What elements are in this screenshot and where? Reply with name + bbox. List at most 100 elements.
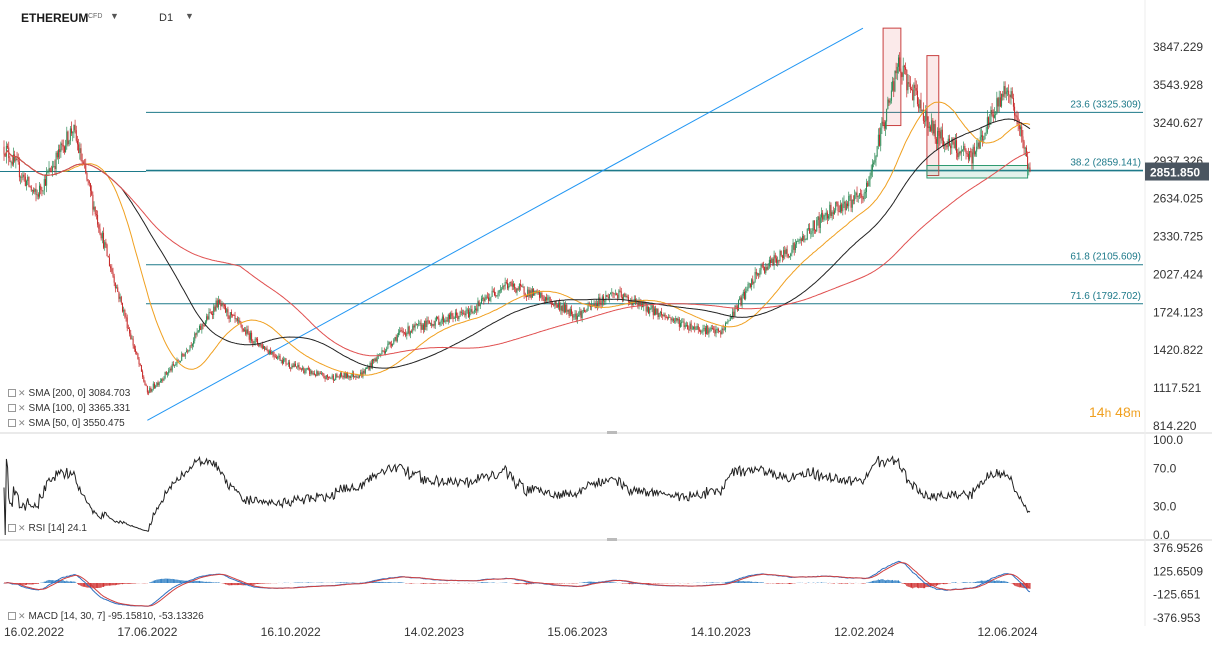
candle-body — [121, 297, 122, 303]
macd-histogram-bar — [422, 583, 423, 584]
macd-histogram-bar — [203, 582, 204, 583]
macd-histogram-bar — [625, 583, 626, 584]
candle-body — [473, 312, 474, 313]
candle-body — [931, 120, 932, 131]
date-tick-label: 17.06.2022 — [117, 625, 177, 639]
candle-body — [827, 213, 828, 219]
legend-sma50[interactable]: ✕SMA [50, 0] 3550.475 — [8, 418, 125, 429]
settings-icon[interactable] — [8, 389, 16, 397]
candle-body — [235, 315, 236, 319]
timer-minutes-unit: m — [1131, 406, 1141, 420]
candle-body — [579, 311, 580, 315]
legend-sma50-text: SMA [50, 0] 3550.475 — [29, 418, 125, 429]
price-tick-label: 814.220 — [1153, 419, 1197, 433]
macd-histogram-bar — [935, 583, 936, 586]
macd-histogram-bar — [514, 583, 515, 584]
legend-rsi[interactable]: ✕RSI [14] 24.1 — [8, 523, 87, 534]
timeframe-chevron-down-icon[interactable]: ▼ — [185, 11, 194, 21]
candle-body — [278, 356, 279, 357]
macd-histogram-bar — [737, 581, 738, 583]
settings-icon[interactable] — [8, 404, 16, 412]
legend-sma100[interactable]: ✕SMA [100, 0] 3365.331 — [8, 403, 130, 414]
candle-body — [108, 256, 109, 257]
rsi-line — [4, 456, 1030, 535]
candle-body — [904, 66, 905, 68]
macd-histogram-bar — [821, 582, 822, 583]
candle-body — [67, 131, 68, 144]
candle-body — [751, 279, 752, 287]
settings-icon[interactable] — [8, 524, 16, 532]
macd-histogram-bar — [525, 583, 526, 584]
candle-body — [980, 137, 981, 149]
macd-histogram-bar — [936, 583, 937, 586]
candle-body — [739, 297, 740, 300]
candle-body — [345, 373, 346, 378]
macd-histogram-bar — [178, 580, 179, 583]
symbol-chevron-down-icon[interactable]: ▼ — [110, 11, 119, 21]
candle-body — [33, 190, 34, 192]
candle-body — [838, 204, 839, 211]
macd-histogram-bar — [398, 582, 399, 583]
macd-histogram-bar — [205, 582, 206, 583]
macd-histogram-bar — [980, 581, 981, 583]
candle-body — [210, 312, 211, 313]
candle-body — [212, 314, 213, 315]
candle-body — [482, 298, 483, 299]
candle-body — [249, 333, 250, 339]
candle-body — [166, 372, 167, 375]
macd-histogram-bar — [181, 580, 182, 583]
candle-body — [137, 353, 138, 359]
macd-histogram-bar — [95, 583, 96, 588]
candle-body — [505, 282, 506, 286]
candle-body — [397, 335, 398, 341]
candle-body — [659, 313, 660, 317]
legend-sma200[interactable]: ✕SMA [200, 0] 3084.703 — [8, 388, 130, 399]
close-icon[interactable]: ✕ — [18, 403, 26, 413]
macd-histogram-bar — [77, 583, 78, 584]
candle-body — [701, 332, 702, 333]
candle-body — [999, 97, 1000, 106]
candle-body — [995, 114, 996, 115]
pane-resize-handle-rsi[interactable] — [607, 431, 617, 434]
candle-body — [557, 304, 558, 307]
timeframe-selector[interactable]: D1 — [159, 12, 173, 24]
candle-body — [885, 122, 886, 129]
settings-icon[interactable] — [8, 612, 16, 620]
close-icon[interactable]: ✕ — [18, 388, 26, 398]
macd-histogram-bar — [891, 580, 892, 583]
candle-body — [487, 297, 488, 298]
candle-body — [40, 186, 41, 190]
candle-body — [857, 193, 858, 197]
macd-histogram-bar — [211, 582, 212, 583]
symbol-name[interactable]: ETHEREUM — [21, 11, 88, 25]
candle-body — [520, 284, 521, 286]
close-icon[interactable]: ✕ — [18, 418, 26, 428]
candle-body — [815, 230, 816, 231]
macd-histogram-bar — [394, 582, 395, 583]
macd-histogram-bar — [624, 583, 625, 584]
candle-body — [726, 323, 727, 324]
candle-body — [83, 162, 84, 163]
candle-body — [610, 293, 611, 294]
macd-histogram-bar — [411, 583, 412, 584]
macd-histogram-bar — [963, 582, 964, 583]
candle-body — [438, 319, 439, 325]
close-icon[interactable]: ✕ — [18, 611, 26, 621]
legend-macd[interactable]: ✕MACD [14, 30, 7] -95.15810, -53.13326 — [8, 611, 204, 622]
price-tick-label: 2330.725 — [1153, 230, 1203, 244]
macd-histogram-bar — [944, 583, 945, 584]
close-icon[interactable]: ✕ — [18, 523, 26, 533]
macd-histogram-bar — [557, 583, 558, 584]
candle-body — [621, 291, 622, 297]
macd-histogram-bar — [752, 582, 753, 583]
settings-icon[interactable] — [8, 419, 16, 427]
pane-resize-handle-macd[interactable] — [607, 538, 617, 541]
candle-body — [601, 304, 602, 305]
macd-histogram-bar — [424, 583, 425, 584]
candle-body — [787, 249, 788, 254]
macd-histogram-bar — [26, 583, 27, 585]
candle-body — [400, 330, 401, 331]
candle-body — [244, 330, 245, 331]
